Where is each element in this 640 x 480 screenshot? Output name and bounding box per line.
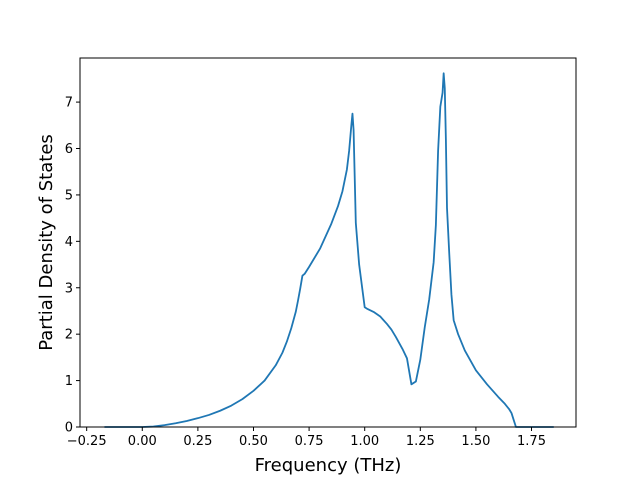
y-tick-label: 3: [65, 281, 73, 296]
y-axis-title: Partial Density of States: [36, 134, 57, 351]
x-tick-label: 0.50: [239, 434, 268, 449]
y-tick-label: 7: [65, 96, 73, 111]
axes-frame: [79, 57, 577, 428]
x-tick-label: 0.75: [295, 434, 324, 449]
x-tick-label: 1.50: [461, 434, 490, 449]
plot-area: [104, 72, 554, 428]
y-tick-label: 5: [65, 188, 73, 203]
axis-ticks: −0.25 0.00 0.25 0.50 0.75 1.00 1.25 1.50 1.75 0 1 2…: [65, 96, 546, 449]
y-tick-label: 2: [65, 328, 73, 343]
x-tick-label: 0.00: [128, 434, 157, 449]
x-tick-label: 0.25: [183, 434, 212, 449]
y-tick-label: 4: [65, 235, 73, 250]
y-tick-label: 1: [65, 374, 73, 389]
x-axis-title: Frequency (THz): [255, 455, 402, 476]
series-line-0: [104, 72, 554, 428]
x-tick-label: −0.25: [67, 434, 107, 449]
x-tick-label: 1.75: [517, 434, 546, 449]
y-tick-label: 0: [65, 421, 73, 436]
x-tick-label: 1.00: [350, 434, 379, 449]
y-tick-label: 6: [65, 142, 73, 157]
x-tick-label: 1.25: [406, 434, 435, 449]
